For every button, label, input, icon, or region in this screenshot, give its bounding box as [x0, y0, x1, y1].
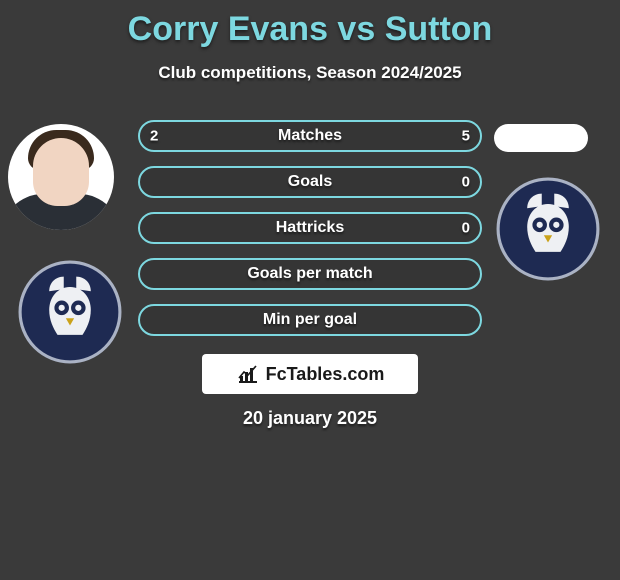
stat-right-value: 0	[462, 220, 470, 237]
stat-row-matches: 2 Matches 5	[138, 120, 482, 152]
stat-row-goals: Goals 0	[138, 166, 482, 198]
avatar-head	[33, 138, 89, 206]
page-title: Corry Evans vs Sutton	[0, 0, 620, 49]
left-player-club-crest	[18, 260, 122, 364]
stat-left-value: 2	[150, 128, 158, 145]
club-crest-icon	[496, 177, 600, 281]
stats-container: 2 Matches 5 Goals 0 Hattricks 0 Goals pe…	[138, 120, 482, 350]
stat-right-value: 5	[462, 128, 470, 145]
right-player-avatar	[494, 124, 588, 152]
stat-row-min-per-goal: Min per goal	[138, 304, 482, 336]
stat-label: Matches	[278, 127, 342, 145]
brand-text: FcTables.com	[266, 364, 385, 385]
stat-label: Goals	[288, 173, 332, 191]
stat-label: Goals per match	[247, 265, 372, 283]
left-player-avatar	[8, 124, 114, 230]
stat-label: Min per goal	[263, 311, 357, 329]
stat-label: Hattricks	[276, 219, 344, 237]
stat-row-goals-per-match: Goals per match	[138, 258, 482, 290]
right-player-club-crest	[496, 177, 600, 281]
stat-right-value: 0	[462, 174, 470, 191]
bar-chart-icon	[236, 362, 260, 386]
subtitle: Club competitions, Season 2024/2025	[0, 63, 620, 83]
stat-row-hattricks: Hattricks 0	[138, 212, 482, 244]
club-crest-icon	[18, 260, 122, 364]
brand-badge: FcTables.com	[202, 354, 418, 394]
date-caption: 20 january 2025	[0, 408, 620, 429]
